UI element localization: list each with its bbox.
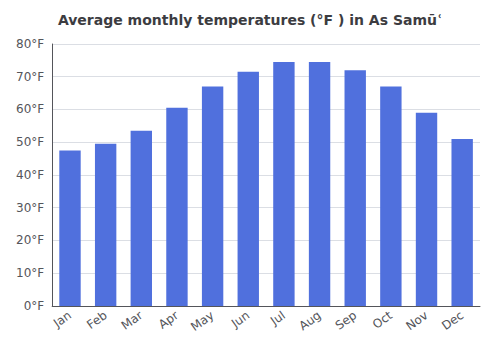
svg-text:May: May bbox=[188, 308, 216, 334]
svg-text:50°F: 50°F bbox=[16, 135, 44, 149]
svg-text:60°F: 60°F bbox=[16, 102, 44, 116]
svg-text:Dec: Dec bbox=[439, 308, 466, 333]
svg-text:Feb: Feb bbox=[84, 308, 109, 332]
svg-text:Jan: Jan bbox=[50, 308, 74, 331]
svg-text:Apr: Apr bbox=[156, 308, 181, 331]
svg-text:70°F: 70°F bbox=[16, 70, 44, 84]
svg-text:Sep: Sep bbox=[333, 308, 360, 332]
svg-text:Aug: Aug bbox=[296, 308, 323, 333]
svg-text:10°F: 10°F bbox=[16, 266, 44, 280]
svg-text:Average monthly temperatures (: Average monthly temperatures (°F ) in As… bbox=[58, 12, 442, 28]
svg-text:80°F: 80°F bbox=[16, 37, 44, 51]
svg-text:20°F: 20°F bbox=[16, 233, 44, 247]
svg-text:30°F: 30°F bbox=[16, 201, 44, 215]
svg-text:Mar: Mar bbox=[119, 308, 146, 332]
svg-text:40°F: 40°F bbox=[16, 168, 44, 182]
svg-text:Oct: Oct bbox=[370, 308, 395, 332]
svg-text:Jun: Jun bbox=[228, 308, 252, 331]
svg-text:0°F: 0°F bbox=[24, 299, 45, 313]
svg-text:Nov: Nov bbox=[403, 308, 430, 333]
svg-text:Jul: Jul bbox=[267, 308, 288, 328]
